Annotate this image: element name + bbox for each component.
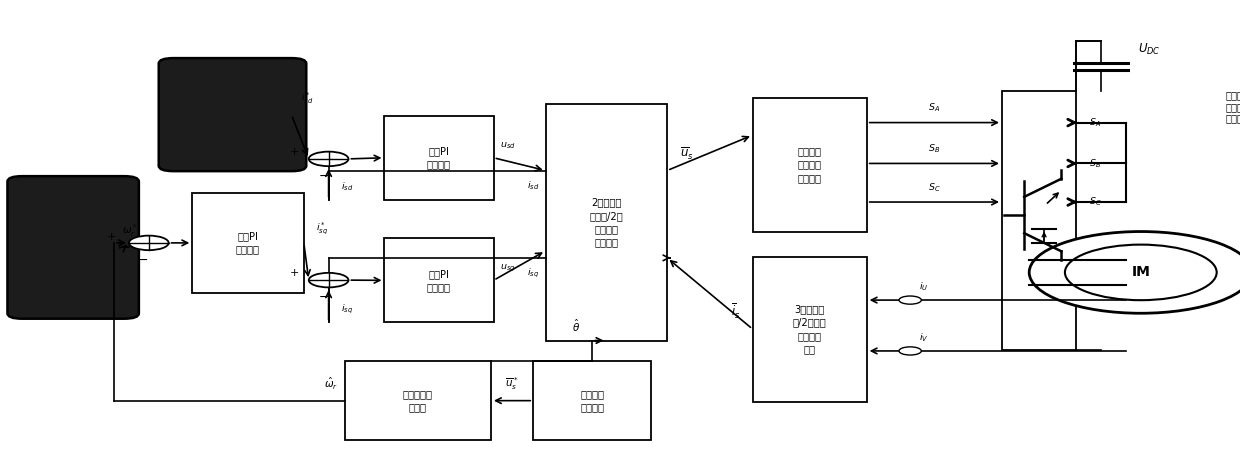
Text: $U_{DC}$: $U_{DC}$ — [1138, 42, 1161, 58]
Circle shape — [1065, 245, 1216, 300]
FancyBboxPatch shape — [192, 193, 304, 293]
FancyBboxPatch shape — [159, 58, 306, 171]
Text: $S_B$: $S_B$ — [1089, 157, 1101, 170]
Text: $S_A$: $S_A$ — [929, 102, 940, 114]
FancyBboxPatch shape — [1002, 91, 1076, 350]
Text: +: + — [289, 147, 299, 157]
Text: $i_U$: $i_U$ — [919, 281, 929, 293]
Text: 电压空间
矢量脉宽
调制模块: 电压空间 矢量脉宽 调制模块 — [797, 146, 822, 183]
FancyBboxPatch shape — [753, 98, 867, 232]
Text: $\overline{u}_s^*$: $\overline{u}_s^*$ — [506, 375, 518, 392]
Text: $\overline{u}_s$: $\overline{u}_s$ — [680, 146, 693, 163]
Text: $i_V$: $i_V$ — [919, 331, 929, 344]
Text: 磁链和转速
观测器: 磁链和转速 观测器 — [403, 389, 433, 412]
FancyBboxPatch shape — [345, 361, 491, 440]
Circle shape — [129, 236, 169, 250]
FancyBboxPatch shape — [384, 238, 494, 322]
Text: $i_{sd}$: $i_{sd}$ — [341, 180, 353, 193]
Text: −: − — [319, 170, 329, 183]
Text: +: + — [107, 232, 117, 242]
Text: $i_{sq}$: $i_{sq}$ — [527, 267, 539, 280]
Text: $\hat{\omega}_r$: $\hat{\omega}_r$ — [325, 376, 339, 392]
Circle shape — [899, 347, 921, 355]
Circle shape — [309, 273, 348, 287]
Text: 3相静止坐
标/2相静止
坐标变换
模块: 3相静止坐 标/2相静止 坐标变换 模块 — [792, 304, 827, 354]
Text: $S_A$: $S_A$ — [1089, 116, 1101, 129]
Text: −: − — [319, 291, 329, 304]
Text: 虚拟电压
注入模块: 虚拟电压 注入模块 — [580, 389, 604, 412]
Text: $\hat{\theta}$: $\hat{\theta}$ — [572, 317, 579, 334]
Text: $S_C$: $S_C$ — [1089, 196, 1101, 208]
Circle shape — [899, 296, 921, 304]
FancyBboxPatch shape — [753, 257, 867, 402]
Text: −: − — [138, 254, 148, 267]
FancyBboxPatch shape — [533, 361, 651, 440]
Text: $\overline{i}_s$: $\overline{i}_s$ — [730, 302, 740, 321]
Text: $S_B$: $S_B$ — [929, 143, 940, 155]
Text: $i_{sd}$: $i_{sd}$ — [527, 180, 539, 192]
Text: $i_{sq}^*$: $i_{sq}^*$ — [316, 220, 329, 236]
Text: 电流PI
调节模块: 电流PI 调节模块 — [427, 269, 451, 292]
Text: 电流PI
调节模块: 电流PI 调节模块 — [427, 146, 451, 169]
Text: $S_C$: $S_C$ — [928, 181, 941, 194]
Text: 2相同步旋
转坐标/2相
静止坐标
变换模块: 2相同步旋 转坐标/2相 静止坐标 变换模块 — [589, 197, 624, 247]
FancyBboxPatch shape — [546, 104, 667, 340]
Text: $\omega_r^*$: $\omega_r^*$ — [123, 222, 138, 239]
FancyBboxPatch shape — [384, 116, 494, 200]
Text: $i_{sd}^*$: $i_{sd}^*$ — [301, 91, 314, 106]
Circle shape — [1029, 232, 1240, 313]
Text: 三相电
压源型
逆变器: 三相电 压源型 逆变器 — [1225, 90, 1240, 123]
Text: $i_{sq}$: $i_{sq}$ — [341, 302, 353, 316]
FancyBboxPatch shape — [7, 176, 139, 319]
Text: $u_{sq}$: $u_{sq}$ — [500, 262, 515, 273]
Text: 转速PI
调节模块: 转速PI 调节模块 — [236, 231, 260, 255]
Circle shape — [309, 152, 348, 166]
Text: $u_{sd}$: $u_{sd}$ — [500, 140, 516, 151]
Text: +: + — [289, 268, 299, 278]
Text: IM: IM — [1131, 266, 1151, 279]
